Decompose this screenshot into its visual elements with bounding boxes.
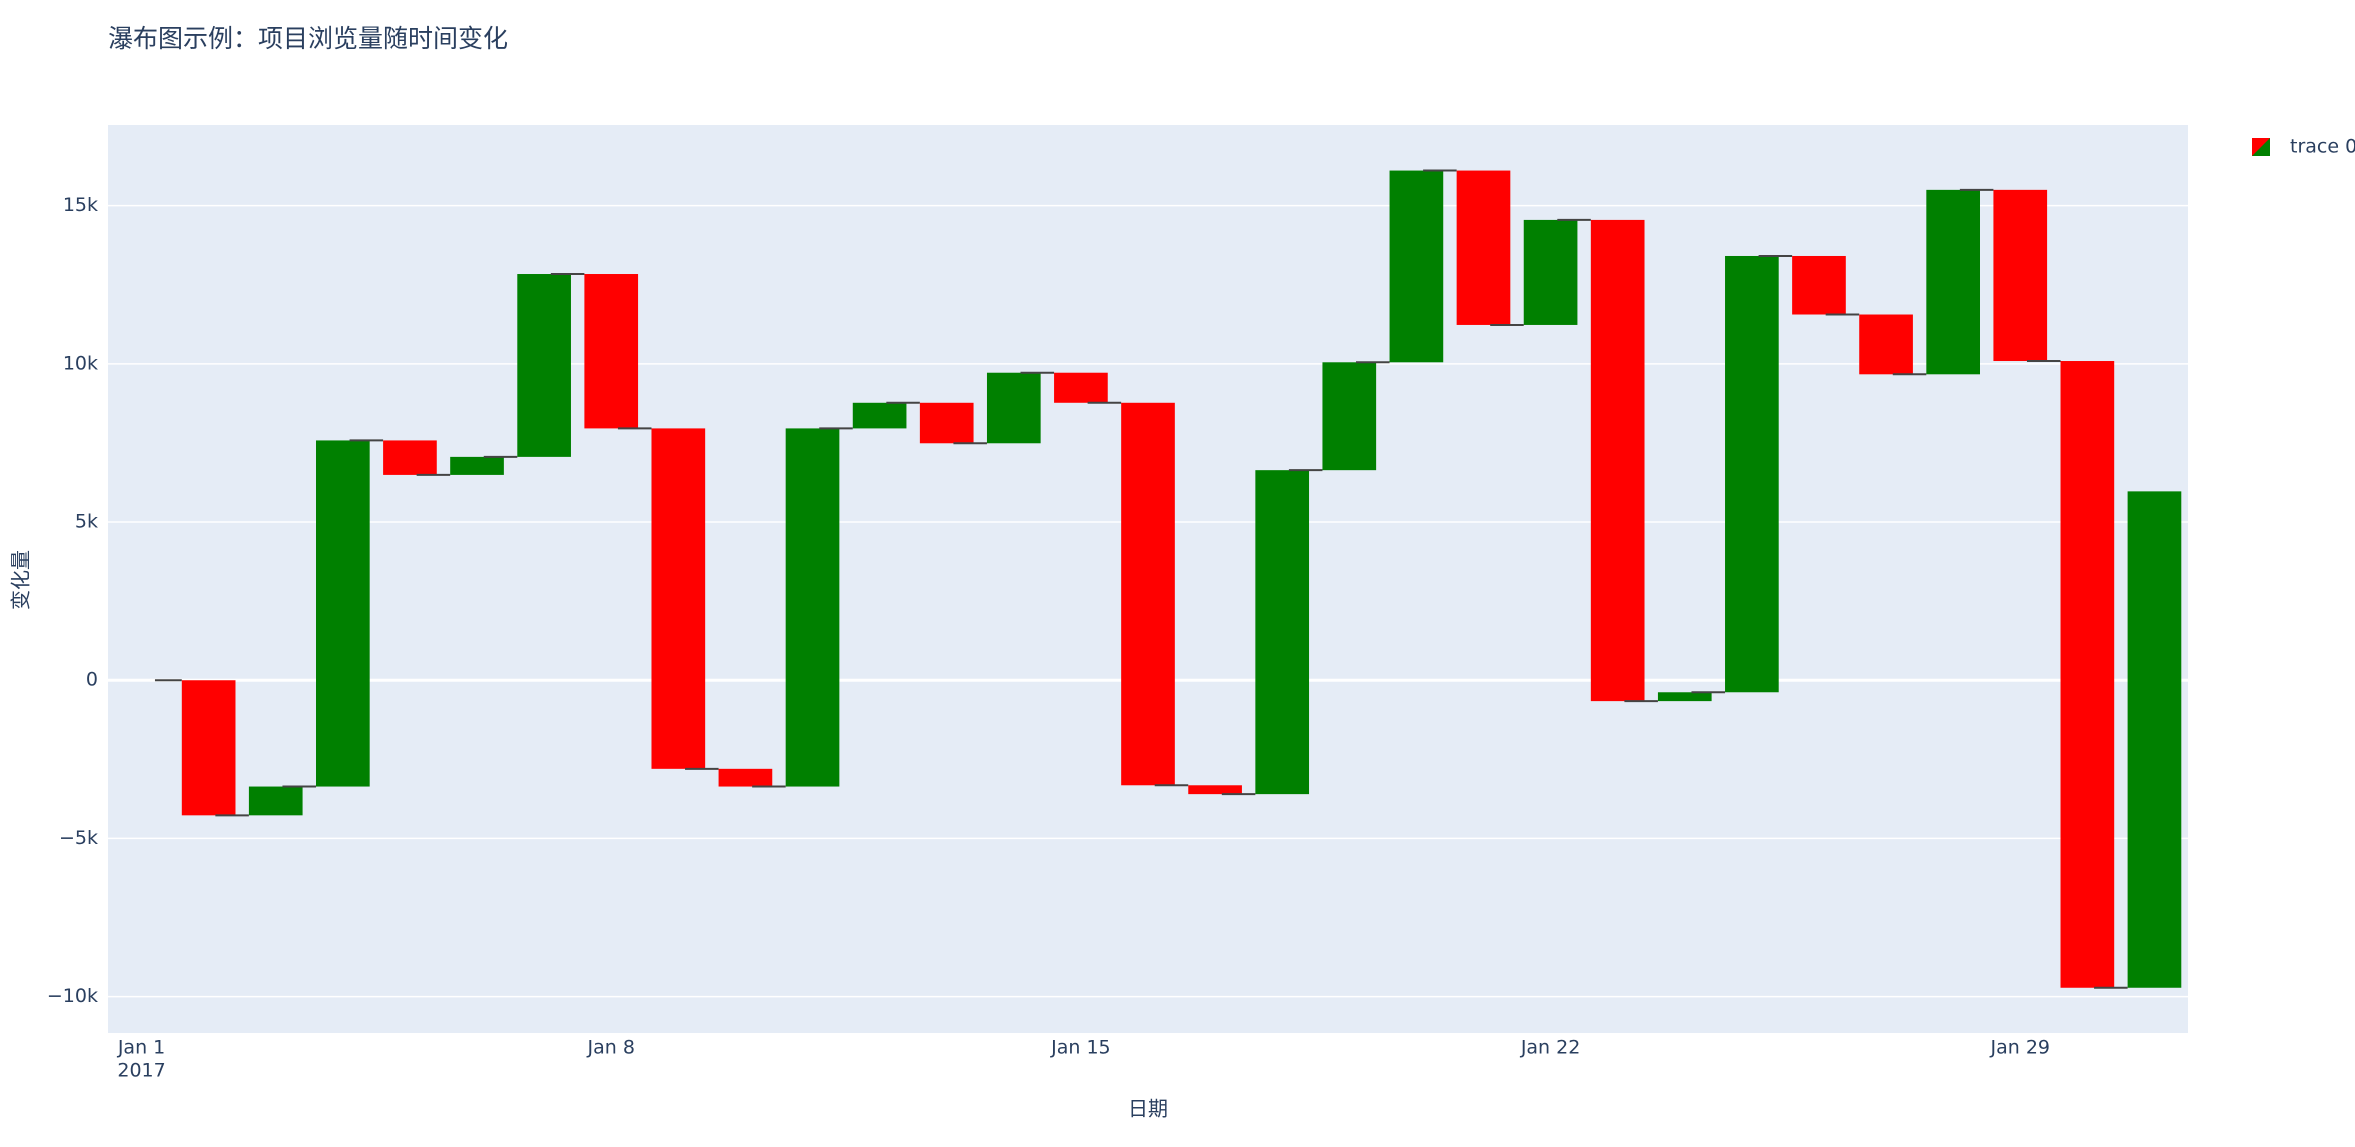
x-tick-label: Jan 8 <box>587 1037 635 1059</box>
x-tick-label: Jan 22 <box>1520 1037 1581 1059</box>
bar <box>1792 255 1846 315</box>
bar <box>383 440 437 475</box>
x-tick-label: Jan 15 <box>1050 1037 1111 1059</box>
bar <box>986 372 1041 444</box>
bar <box>316 440 370 787</box>
bar <box>181 680 236 816</box>
bar <box>1590 219 1645 702</box>
legend-label: trace 0 <box>2290 136 2355 158</box>
bar <box>651 428 706 769</box>
bar <box>919 402 974 444</box>
y-axis-title: 变化量 <box>9 550 33 610</box>
bar <box>1859 314 1913 375</box>
bar <box>248 786 303 816</box>
y-tick-label: 15k <box>63 194 98 216</box>
bar <box>584 274 639 429</box>
bar <box>1926 189 1980 375</box>
bar <box>1725 255 1779 693</box>
x-tick-label: Jan 1 <box>117 1037 165 1059</box>
bar <box>852 402 907 429</box>
chart-title: 瀑布图示例：项目浏览量随时间变化 <box>108 24 508 53</box>
bar <box>1523 219 1578 325</box>
x-axis-title: 日期 <box>1128 1097 1168 1121</box>
y-tick-label: 5k <box>75 511 98 533</box>
y-tick-label: 10k <box>63 352 98 374</box>
y-tick-label: 0 <box>86 669 98 691</box>
bar <box>2060 361 2115 988</box>
bar <box>450 456 504 475</box>
bar <box>1657 692 1712 702</box>
y-tick-label: −10k <box>47 985 98 1007</box>
bar <box>1389 170 1444 363</box>
bar <box>785 428 840 787</box>
bar <box>1188 785 1242 795</box>
bar <box>718 768 773 787</box>
x-tick-label: Jan 29 <box>1990 1037 2051 1059</box>
bar <box>1255 470 1310 795</box>
legend-swatch <box>2252 138 2270 156</box>
y-tick-label: −5k <box>59 827 98 849</box>
bar <box>517 274 571 457</box>
bar <box>2127 491 2182 988</box>
bar <box>1121 402 1175 786</box>
bar <box>1322 362 1377 471</box>
bar <box>1456 170 1511 325</box>
x-tick-year: 2017 <box>117 1060 165 1082</box>
bar <box>1054 372 1108 403</box>
bar <box>1993 189 2048 362</box>
